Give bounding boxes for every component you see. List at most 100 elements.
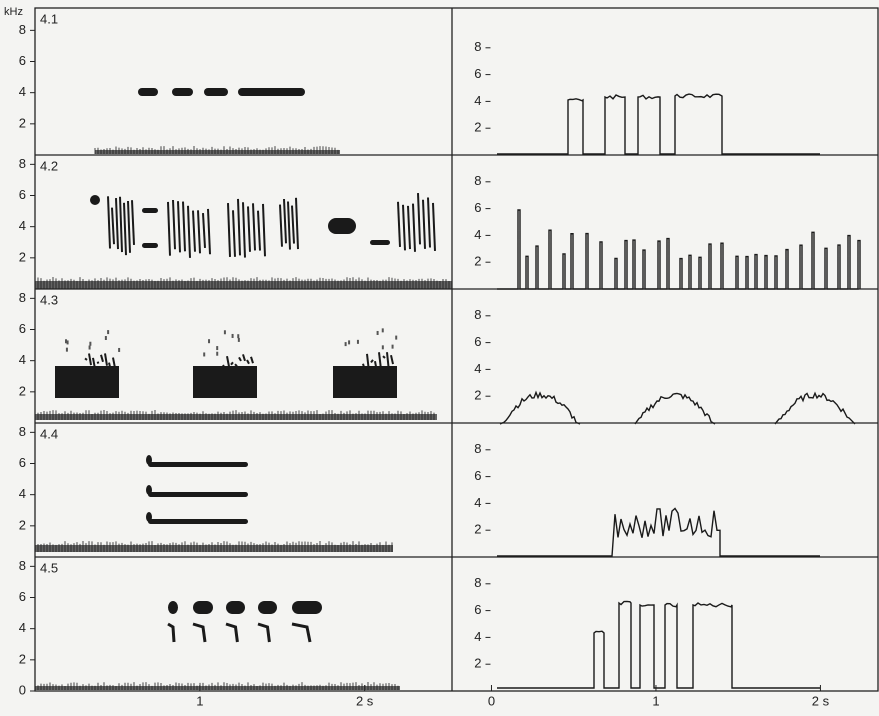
note-hook bbox=[258, 624, 269, 642]
faint-dot bbox=[89, 342, 91, 346]
sound-blob bbox=[146, 485, 152, 495]
panel-label: 4.5 bbox=[40, 560, 58, 575]
faint-dot bbox=[237, 334, 239, 338]
faint-dot bbox=[382, 345, 384, 349]
note-stroke bbox=[263, 204, 265, 256]
faint-dot bbox=[216, 346, 218, 350]
y-tick-label: 8 bbox=[474, 441, 481, 456]
note-stroke bbox=[235, 364, 237, 366]
y-unit: kHz bbox=[4, 6, 23, 18]
note-stroke bbox=[239, 357, 241, 361]
sound-blob bbox=[204, 88, 228, 96]
note-stroke bbox=[243, 354, 245, 360]
note-stroke bbox=[228, 203, 230, 257]
faint-dot bbox=[238, 338, 240, 342]
y-tick-label: 6 bbox=[474, 602, 481, 617]
note-stroke bbox=[233, 210, 235, 257]
y-tick-label: 2 bbox=[19, 651, 26, 666]
sound-blob bbox=[258, 601, 277, 614]
note-stroke bbox=[408, 206, 410, 249]
note-hook bbox=[168, 624, 174, 642]
note-stroke bbox=[371, 360, 373, 363]
y-tick-label: 6 bbox=[474, 200, 481, 215]
frame bbox=[35, 8, 878, 691]
note-stroke bbox=[208, 209, 210, 254]
sound-blob bbox=[226, 601, 245, 614]
panel-label: 4.2 bbox=[40, 158, 58, 173]
note-stroke bbox=[280, 205, 282, 247]
note-stroke bbox=[398, 202, 400, 247]
sound-blob bbox=[238, 88, 305, 96]
y-tick-label: 6 bbox=[19, 455, 26, 470]
y-tick-label: 2 bbox=[474, 522, 481, 537]
note-stroke bbox=[120, 197, 122, 252]
faint-dot bbox=[67, 340, 69, 344]
noise-band bbox=[35, 281, 452, 289]
faint-dot bbox=[107, 330, 109, 334]
y-tick-label: 8 bbox=[19, 22, 26, 37]
amplitude-trace bbox=[497, 94, 820, 154]
y-tick-label: 6 bbox=[474, 66, 481, 81]
note-stroke bbox=[193, 211, 195, 252]
note-stroke bbox=[433, 203, 435, 251]
note-stroke bbox=[413, 204, 415, 252]
panel-label: 4.3 bbox=[40, 292, 58, 307]
faint-dot bbox=[224, 330, 226, 334]
spectrogram-shapes bbox=[35, 88, 860, 690]
note-stroke bbox=[116, 198, 118, 249]
y-tick-label: 2 bbox=[474, 120, 481, 135]
y-tick-label: 8 bbox=[474, 39, 481, 54]
y-tick-label: 2 bbox=[19, 115, 26, 130]
faint-dot bbox=[89, 346, 91, 350]
note-stroke bbox=[85, 358, 87, 359]
note-stroke bbox=[238, 199, 240, 255]
note-hook bbox=[292, 624, 310, 642]
note-stroke bbox=[391, 355, 393, 364]
note-stroke bbox=[403, 205, 405, 251]
faint-dot bbox=[203, 352, 205, 356]
y-tick-label: 2 bbox=[19, 517, 26, 532]
note-stroke bbox=[173, 200, 175, 249]
sound-blob bbox=[146, 512, 152, 522]
note-stroke bbox=[248, 206, 250, 251]
sound-blob bbox=[138, 88, 158, 96]
note-hook bbox=[226, 624, 237, 642]
x-tick-label: 1 bbox=[652, 693, 659, 708]
faint-dot bbox=[232, 334, 234, 338]
faint-dot bbox=[392, 345, 394, 349]
note-stroke bbox=[253, 203, 255, 250]
amplitude-trace bbox=[500, 392, 580, 424]
x-tick-label: 2 s bbox=[356, 693, 374, 708]
y-tick-label: 0 bbox=[19, 682, 26, 697]
note-stroke bbox=[284, 199, 286, 243]
y-tick-label: 8 bbox=[19, 290, 26, 305]
sound-blob bbox=[168, 601, 178, 614]
y-tick-label: 2 bbox=[474, 656, 481, 671]
note-stroke bbox=[423, 200, 425, 249]
faint-dot bbox=[395, 336, 397, 340]
note-stroke bbox=[227, 356, 229, 366]
panel-label: 4.4 bbox=[40, 426, 58, 441]
sound-blob bbox=[328, 218, 356, 234]
note-stroke bbox=[168, 202, 170, 256]
y-tick-label: 6 bbox=[19, 187, 26, 202]
x-tick-label: 2 s bbox=[812, 693, 830, 708]
note-stroke bbox=[198, 210, 200, 253]
sound-blob bbox=[142, 243, 158, 248]
note-stroke bbox=[89, 353, 91, 365]
sound-blob bbox=[193, 601, 213, 614]
note-stroke bbox=[296, 198, 298, 249]
y-tick-label: 2 bbox=[19, 249, 26, 264]
note-stroke bbox=[101, 355, 103, 362]
noise-band bbox=[35, 686, 400, 690]
y-tick-label: 4 bbox=[474, 93, 481, 108]
y-tick-label: 2 bbox=[474, 254, 481, 269]
panel-label: 4.1 bbox=[40, 11, 58, 26]
note-stroke bbox=[108, 196, 110, 248]
note-stroke bbox=[203, 213, 205, 248]
sound-blob bbox=[148, 462, 248, 467]
amplitude-trace bbox=[497, 210, 860, 289]
faint-dot bbox=[118, 348, 120, 352]
faint-dot bbox=[377, 331, 379, 335]
faint-dot bbox=[105, 336, 107, 340]
